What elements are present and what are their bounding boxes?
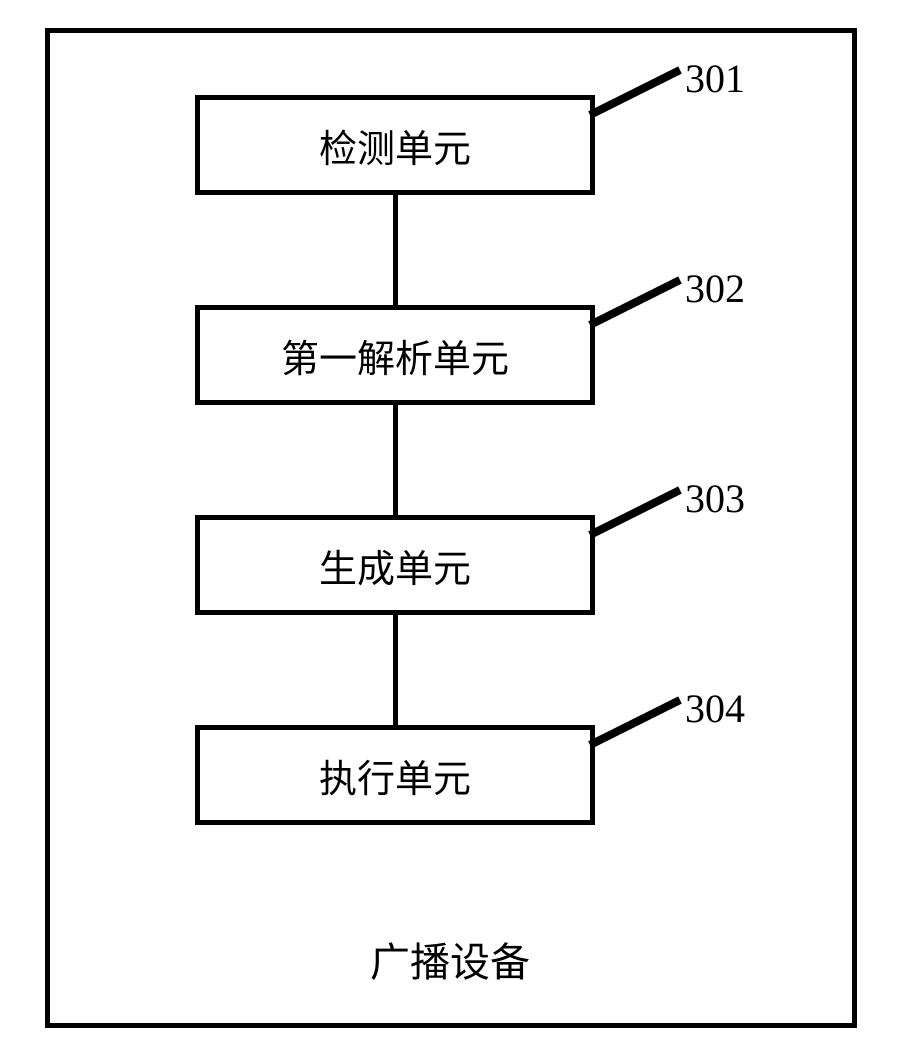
callout-leader-line <box>590 490 680 535</box>
callout-leader-line <box>590 70 680 115</box>
callout-label: 304 <box>685 685 745 732</box>
node-box: 执行单元 <box>195 725 595 825</box>
connector-line <box>393 405 398 515</box>
node-box: 检测单元 <box>195 95 595 195</box>
callout-label: 302 <box>685 265 745 312</box>
callout-leader-line <box>590 280 680 325</box>
callout-leader-line <box>590 700 680 745</box>
node-box: 第一解析单元 <box>195 305 595 405</box>
node-label: 执行单元 <box>319 748 471 803</box>
node-label: 第一解析单元 <box>281 328 509 383</box>
node-label: 生成单元 <box>319 538 471 593</box>
callout-label: 301 <box>685 55 745 102</box>
diagram-caption: 广播设备 <box>300 930 600 988</box>
node-box: 生成单元 <box>195 515 595 615</box>
connector-line <box>393 615 398 725</box>
callout-label: 303 <box>685 475 745 522</box>
node-label: 检测单元 <box>319 118 471 173</box>
connector-line <box>393 195 398 305</box>
